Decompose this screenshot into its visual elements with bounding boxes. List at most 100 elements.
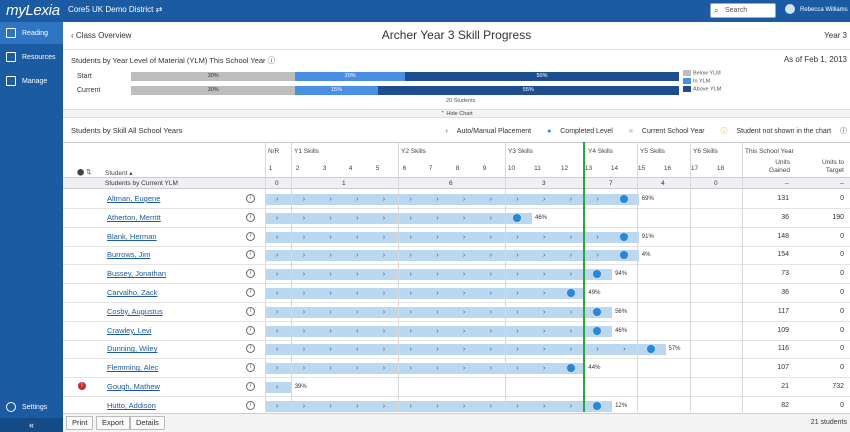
placement-chevron-icon: › (329, 233, 332, 241)
placement-chevron-icon: › (382, 271, 386, 279)
placement-chevron-icon: › (329, 365, 332, 373)
placement-chevron-icon: › (382, 214, 386, 222)
units-to-target: 0 (840, 401, 844, 409)
units-target-header[interactable]: Units to Target (821, 159, 844, 174)
student-name-link[interactable]: Crawley, Levi (107, 325, 152, 335)
as-of-date: As of Feb 1, 2013 (783, 55, 847, 64)
chat-icon[interactable] (785, 4, 795, 14)
sidebar-item-settings[interactable]: Settings (0, 396, 63, 418)
level-progress: 39% (294, 384, 307, 390)
placement-chevron-icon: › (436, 196, 439, 203)
student-name-link[interactable]: Blank, Herman (107, 231, 157, 241)
ylm-segment-below[interactable]: 30% (131, 86, 296, 95)
progress-track (265, 194, 639, 205)
placement-chevron-icon: › (276, 196, 279, 203)
placement-chevron-icon: › (436, 327, 439, 335)
search-input[interactable]: ⌕ Search (710, 3, 776, 18)
info-icon[interactable]: i (246, 269, 255, 279)
progress-track (265, 400, 613, 412)
sidebar-item-manage[interactable]: Manage (0, 70, 63, 92)
placement-chevron-icon: › (409, 196, 412, 203)
student-name-link[interactable]: Flemming, Alec (107, 363, 159, 373)
placement-chevron-icon: › (543, 290, 546, 297)
placement-chevron-icon: › (329, 196, 332, 203)
level-progress: 44% (588, 365, 601, 372)
student-name-link[interactable]: Dunning, Wiley (107, 344, 158, 354)
info-icon[interactable]: i (246, 194, 255, 203)
warning-sort-icon[interactable]: ⬤ ⇅ (77, 169, 92, 176)
skill-column-number: 16 (663, 165, 672, 172)
help-icon[interactable]: ⓘ (840, 128, 847, 135)
ylm-row-label: Start (77, 73, 92, 80)
info-icon[interactable]: i (246, 344, 255, 354)
units-to-target: 0 (840, 364, 844, 372)
progress-track (265, 288, 586, 299)
info-icon[interactable]: i (246, 288, 255, 297)
units-to-target: 0 (840, 251, 844, 259)
user-menu[interactable]: Rebecca Williams (800, 7, 848, 13)
sidebar-item-reading[interactable]: Reading (0, 22, 63, 44)
district-switcher[interactable]: Core5 UK Demo District ⇄ (68, 5, 163, 14)
info-icon[interactable]: i (246, 382, 255, 391)
grid-divider (505, 142, 506, 412)
y5-skills-header: Y5 Skills (640, 148, 665, 155)
placement-chevron-icon: › (462, 365, 466, 373)
back-link[interactable]: ‹ Class Overview (71, 31, 131, 40)
skill-column-number: 14 (610, 165, 619, 172)
placement-chevron-icon: › (462, 327, 466, 335)
completed-level-icon (593, 307, 602, 316)
placement-chevron-icon: › (382, 327, 386, 335)
placement-chevron-icon: › (382, 402, 386, 410)
ylm-segment-in[interactable]: 20% (295, 72, 405, 81)
units-to-target: 0 (840, 345, 844, 353)
student-name-link[interactable]: Burrows, Jim (107, 250, 151, 260)
placement-chevron-icon: › (516, 290, 519, 297)
student-name-link[interactable]: Altman, Eugene (107, 194, 161, 203)
info-icon[interactable]: i (246, 212, 255, 222)
placement-chevron-icon: › (302, 233, 306, 241)
units-gained-header[interactable]: Units Gained (769, 159, 790, 174)
sidebar-item-resources[interactable]: Resources (0, 46, 63, 68)
document-icon (6, 52, 16, 62)
skill-column-number: 3 (322, 165, 327, 172)
hide-chart-toggle[interactable]: ⌃ Hide Chart (63, 109, 850, 118)
student-name-link[interactable]: Hutto, Addison (107, 400, 156, 410)
student-name-link[interactable]: Carvalho, Zack (107, 288, 158, 297)
legend-label: Current School Year (641, 128, 705, 135)
warning-icon[interactable]: ! (78, 382, 86, 390)
ylm-segment-in[interactable]: 15% (295, 86, 378, 95)
print-button[interactable]: Print (66, 416, 94, 430)
student-name-link[interactable]: Gough, Mathew (107, 382, 160, 391)
placement-chevron-icon: › (462, 402, 466, 410)
placement-chevron-icon: › (543, 327, 546, 335)
placement-chevron-icon: › (436, 346, 439, 354)
placement-chevron-icon: › (409, 365, 412, 373)
info-icon[interactable]: i (246, 400, 255, 410)
info-icon[interactable]: i (246, 325, 255, 335)
placement-chevron-icon: › (356, 196, 359, 203)
placement-chevron-icon: › (276, 365, 279, 373)
export-button[interactable]: Export (96, 416, 130, 430)
student-name-link[interactable]: Atherton, Merritt (107, 212, 161, 222)
cym-y4: 7 (609, 180, 613, 187)
student-header[interactable]: Student ▴ (105, 170, 133, 177)
legend-swatch (683, 86, 691, 92)
y3-skills-header: Y3 Skills (508, 148, 533, 155)
level-progress: 49% (588, 290, 601, 296)
details-button[interactable]: Details (130, 416, 165, 430)
ylm-segment-above[interactable]: 55% (377, 86, 679, 95)
placement-chevron-icon: › (329, 214, 332, 222)
main-content: Archer Year 3 Skill Progress ‹ Class Ove… (63, 22, 850, 432)
ylm-segment-above[interactable]: 50% (405, 72, 679, 81)
ylm-segment-below[interactable]: 30% (131, 72, 296, 81)
help-icon[interactable]: ⓘ (267, 56, 276, 65)
collapse-sidebar-button[interactable]: « (0, 418, 63, 432)
student-name-link[interactable]: Bussey, Jonathan (107, 269, 167, 279)
info-icon[interactable]: i (246, 250, 255, 260)
app-logo[interactable]: myLexia (6, 2, 60, 19)
info-icon[interactable]: i (246, 306, 255, 316)
student-name-link[interactable]: Cosby, Augustus (107, 306, 163, 316)
info-icon[interactable]: i (246, 231, 255, 241)
info-icon[interactable]: i (246, 363, 255, 373)
